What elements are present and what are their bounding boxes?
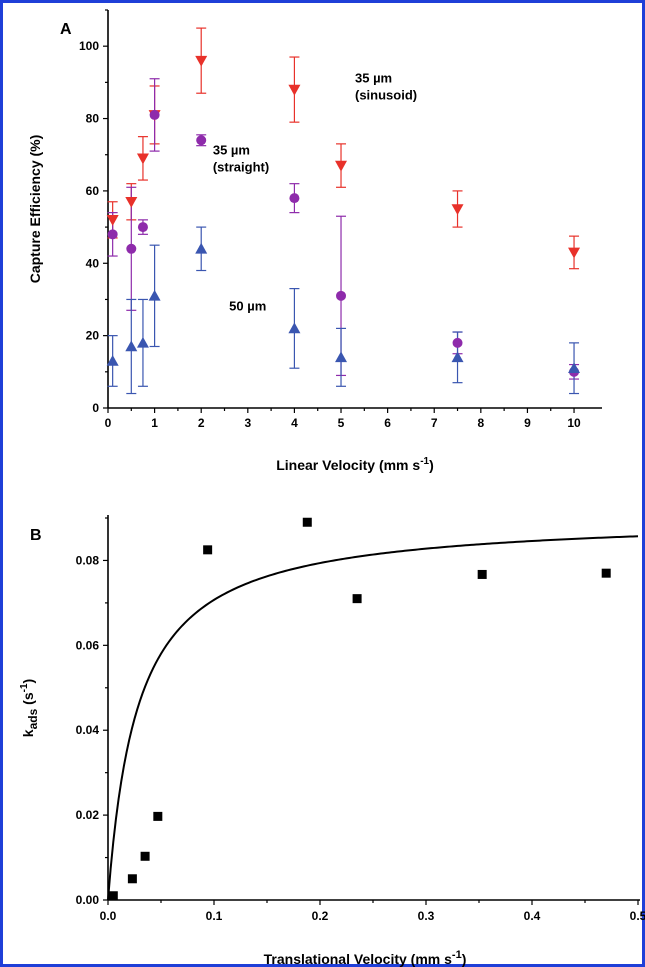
data-point-circle (452, 337, 463, 348)
data-point-triangle-up (136, 336, 149, 348)
data-point-triangle-down (195, 55, 208, 67)
panel-a-x-tick-label: 10 (567, 416, 581, 430)
annotation-label: 35 µm (sinusoid) (355, 70, 417, 102)
panel-b-x-tick-label: 0.5 (630, 909, 645, 923)
data-point-square (601, 568, 611, 578)
data-point-triangle-up (451, 351, 464, 363)
annotation-label: 50 µm (229, 298, 266, 313)
data-point-triangle-down (335, 160, 348, 172)
panel-a-y-tick-label: 40 (86, 256, 100, 270)
data-point-triangle-up (148, 289, 161, 301)
panel-b: B 0.0 0.1 0.2 0.3 0.4 0.5 0.00 0.02 0.04 0.06 0.08… (19, 515, 645, 967)
panel-b-markers (108, 517, 611, 901)
data-point-triangle-up (195, 242, 208, 254)
annotation-label: 35 µm (straight) (213, 143, 269, 175)
panel-a-error-bars (107, 27, 580, 395)
data-point-triangle-down (568, 247, 581, 259)
panel-a-x-title: Linear Velocity (mm s-1) (276, 456, 434, 473)
data-point-triangle-down (451, 204, 464, 215)
data-point-triangle-up (335, 351, 348, 363)
panel-b-x-tick-label: 0.2 (312, 909, 329, 923)
data-point-square (203, 545, 213, 555)
data-point-circle (126, 243, 137, 254)
data-point-square (352, 594, 362, 604)
panel-a-y-tick-label: 20 (86, 329, 100, 343)
panel-a-x-tick-label: 0 (105, 416, 112, 430)
panel-a-annotations: 35 µm (sinusoid) 35 µm (straight) 50 µm (213, 70, 417, 313)
data-point-square (140, 851, 150, 861)
panel-a-y-tick-label: 0 (92, 401, 99, 415)
data-point-square (302, 517, 312, 527)
data-point-square (153, 811, 163, 821)
data-point-triangle-up (288, 322, 301, 334)
panel-b-fit-curve (107, 535, 639, 901)
data-point-circle (149, 109, 160, 120)
panel-b-ticks: 0.0 0.1 0.2 0.3 0.4 0.5 0.00 0.02 0.04 0.06 0.08 (76, 517, 645, 923)
panel-b-y-tick-label: 0.06 (76, 638, 100, 652)
panel-a-x-tick-label: 8 (477, 416, 484, 430)
data-point-triangle-down (125, 196, 138, 208)
data-point-triangle-up (106, 354, 119, 366)
panel-b-y-tick-label: 0.04 (76, 723, 100, 737)
data-point-square (127, 874, 137, 884)
panel-b-x-tick-label: 0.3 (418, 909, 435, 923)
panel-b-letter: B (30, 527, 42, 544)
data-point-circle (107, 229, 118, 240)
panel-b-y-tick-label: 0.00 (76, 893, 100, 907)
panel-b-y-title: kads (s-1) (19, 679, 40, 737)
panel-b-x-tick-label: 0.1 (206, 909, 223, 923)
panel-a-markers (106, 55, 581, 377)
panel-a-y-tick-label: 100 (79, 39, 99, 53)
panel-b-x-tick-label: 0.4 (524, 909, 541, 923)
panel-a-x-tick-label: 1 (151, 416, 158, 430)
data-point-triangle-up (125, 340, 138, 352)
data-point-circle (137, 222, 148, 233)
panel-a-x-tick-label: 9 (524, 416, 531, 430)
data-point-triangle-up (568, 362, 581, 373)
data-point-triangle-down (288, 84, 301, 96)
data-point-circle (289, 193, 300, 204)
panel-a-y-tick-label: 80 (86, 112, 100, 126)
panel-a-y-tick-label: 60 (86, 184, 100, 198)
data-point-triangle-down (106, 215, 119, 226)
data-point-square (108, 891, 118, 901)
panel-b-x-title: Translational Velocity (mm s-1) (264, 949, 467, 967)
panel-a-x-tick-label: 5 (338, 416, 345, 430)
data-point-circle (196, 135, 207, 146)
panel-a-letter: A (60, 21, 72, 38)
data-point-triangle-down (136, 153, 149, 165)
data-point-square (477, 569, 487, 579)
panel-b-y-tick-label: 0.08 (76, 553, 100, 567)
panel-a-x-tick-label: 3 (244, 416, 251, 430)
panel-b-x-tick-label: 0.0 (100, 909, 117, 923)
panel-a-x-tick-label: 7 (431, 416, 438, 430)
panel-a-x-tick-label: 4 (291, 416, 298, 430)
panel-a-x-tick-label: 6 (384, 416, 391, 430)
data-point-circle (336, 290, 347, 301)
panel-a-y-title: Capture Efficiency (%) (27, 135, 43, 284)
panel-b-y-tick-label: 0.02 (76, 808, 100, 822)
panel-a-x-tick-label: 2 (198, 416, 205, 430)
